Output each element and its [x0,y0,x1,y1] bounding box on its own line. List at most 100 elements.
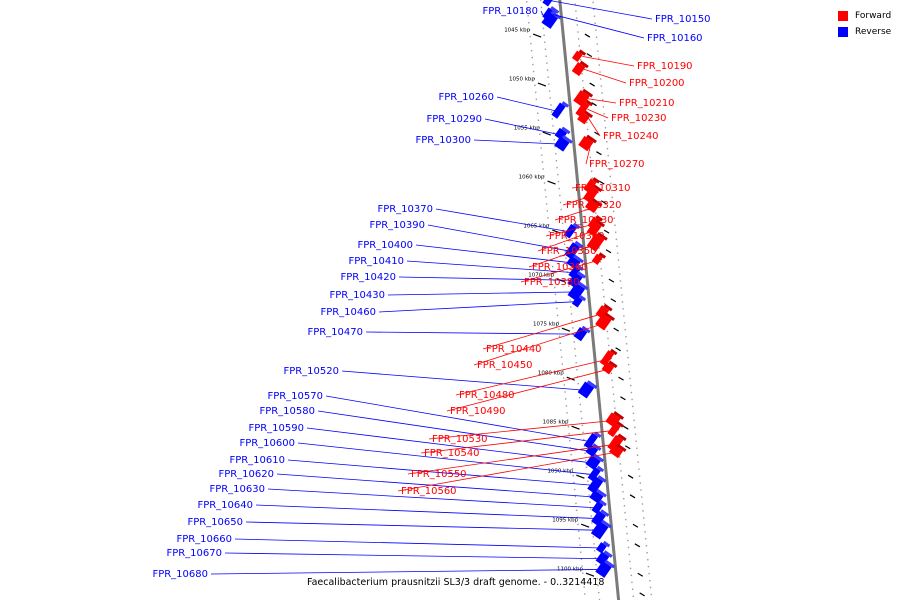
gene-leader-line [341,370,582,391]
gene-leader-line [420,429,620,454]
gene-FPR_10480[interactable] [599,350,615,367]
gene-FPR_10390[interactable] [564,242,581,260]
forward-tick-mark [627,474,634,479]
gene-label[interactable]: FPR_10270 [589,159,645,170]
gene-FPR_10520[interactable] [577,381,595,399]
gene-label[interactable]: FPR_10180 [482,6,538,17]
gene-label[interactable]: FPR_10610 [229,455,285,466]
gene-label[interactable]: FPR_10420 [340,272,396,283]
gene-label[interactable]: FPR_10600 [239,438,295,449]
gene-label[interactable]: FPR_10490 [450,406,506,417]
gene-label[interactable]: FPR_10330 [558,215,614,226]
gene-shade [613,411,625,420]
gene-label[interactable]: FPR_10630 [209,484,265,495]
gene-FPR_10660[interactable] [595,542,607,554]
gene-label[interactable]: FPR_10290 [426,114,482,125]
gene-label[interactable]: FPR_10390 [369,220,425,231]
gene-label[interactable]: FPR_10350 [541,246,597,257]
gene-label[interactable]: FPR_10680 [152,569,208,580]
gene-FPR_10150[interactable] [542,0,554,7]
gene-FPR_10180[interactable] [541,11,558,29]
gene-FPR_10460[interactable] [571,296,583,308]
gene-label[interactable]: FPR_10380 [524,277,580,288]
gene-FPR_10620[interactable] [589,490,604,504]
gene-label[interactable]: FPR_10150 [655,14,711,25]
gene-FPR_10650[interactable] [590,520,609,540]
gene-FPR_10570[interactable] [583,432,599,450]
gene-label[interactable]: FPR_10650 [187,517,243,528]
gene-FPR_10560[interactable] [608,444,624,459]
gene-FPR_10300[interactable] [554,136,570,152]
gene-label[interactable]: FPR_10310 [575,183,631,194]
gene-label[interactable]: FPR_10260 [438,92,494,103]
gene-label[interactable]: FPR_10580 [259,406,315,417]
gene-label[interactable]: FPR_10550 [411,469,467,480]
gene-features [541,0,627,578]
gene-label[interactable]: FPR_10240 [603,131,659,142]
gene-FPR_10430[interactable] [567,282,586,302]
gene-leader-line [551,0,653,20]
gene-label[interactable]: FPR_10670 [166,548,222,559]
gene-FPR_10550[interactable] [607,434,624,453]
gene-label[interactable]: FPR_10320 [566,200,622,211]
gene-label[interactable]: FPR_10430 [329,290,385,301]
gene-FPR_10640[interactable] [591,510,606,527]
gene-label[interactable]: FPR_10660 [176,534,232,545]
scale-tick-mark [537,82,547,87]
gene-FPR_10680[interactable] [595,560,612,578]
gene-label[interactable]: FPR_10520 [283,366,339,377]
gene-label[interactable]: FPR_10640 [197,500,253,511]
gene-label[interactable]: FPR_10450 [477,360,533,371]
gene-label[interactable]: FPR_10570 [267,391,323,402]
gene-label[interactable]: FPR_10230 [611,113,667,124]
gene-FPR_10350[interactable] [586,220,602,237]
gene-label[interactable]: FPR_10160 [647,33,703,44]
gene-label[interactable]: FPR_10400 [357,240,413,251]
gene-FPR_10310[interactable] [583,178,597,194]
gene-label[interactable]: FPR_10470 [307,327,363,338]
gene-FPR_10330[interactable] [584,199,600,214]
gene-label[interactable]: FPR_10440 [486,344,542,355]
gene-FPR_10210[interactable] [573,90,590,107]
gene-leader-line [397,451,622,492]
gene-FPR_10540[interactable] [607,422,621,438]
gene-label[interactable]: FPR_10300 [415,135,471,146]
gene-FPR_10610[interactable] [587,476,604,494]
gene-label[interactable]: FPR_10200 [629,78,685,89]
gene-label[interactable]: FPR_10530 [432,434,488,445]
gene-FPR_10590[interactable] [585,454,601,471]
gene-FPR_10320[interactable] [582,185,599,204]
gene-FPR_10600[interactable] [587,466,601,482]
gene-FPR_10670[interactable] [595,551,610,566]
gene-label[interactable]: FPR_10360 [532,262,588,273]
gene-FPR_10230[interactable] [575,101,590,118]
gene-shade [573,254,584,264]
gene-FPR_10630[interactable] [591,501,604,515]
gene-label[interactable]: FPR_10370 [377,204,433,215]
gene-FPR_10490[interactable] [601,361,615,375]
gene-FPR_10440[interactable] [595,305,610,320]
gene-FPR_10450[interactable] [595,313,612,331]
gene-label[interactable]: FPR_10620 [218,469,274,480]
gene-label[interactable]: FPR_10410 [348,256,404,267]
gene-label[interactable]: FPR_10480 [459,390,515,401]
gene-FPR_10200[interactable] [571,61,586,77]
gene-FPR_10190[interactable] [571,50,583,63]
gene-FPR_10370[interactable] [563,223,577,239]
gene-label[interactable]: FPR_10210 [619,98,675,109]
scale-tick-label: 1090 kbp [547,469,573,475]
gene-FPR_10410[interactable] [568,265,581,279]
gene-FPR_10240[interactable] [577,111,590,125]
gene-label[interactable]: FPR_10460 [320,307,376,318]
gene-label[interactable]: FPR_10340 [549,231,605,242]
gene-FPR_10260[interactable] [551,102,566,119]
gene-label[interactable]: FPR_10190 [637,61,693,72]
gene-FPR_10470[interactable] [573,327,588,342]
gene-label[interactable]: FPR_10560 [401,486,457,497]
gene-FPR_10360[interactable] [586,233,605,252]
gene-label[interactable]: FPR_10540 [424,448,480,459]
gene-label[interactable]: FPR_10590 [248,423,304,434]
gene-FPR_10420[interactable] [567,272,583,289]
gene-FPR_10380[interactable] [591,253,603,265]
